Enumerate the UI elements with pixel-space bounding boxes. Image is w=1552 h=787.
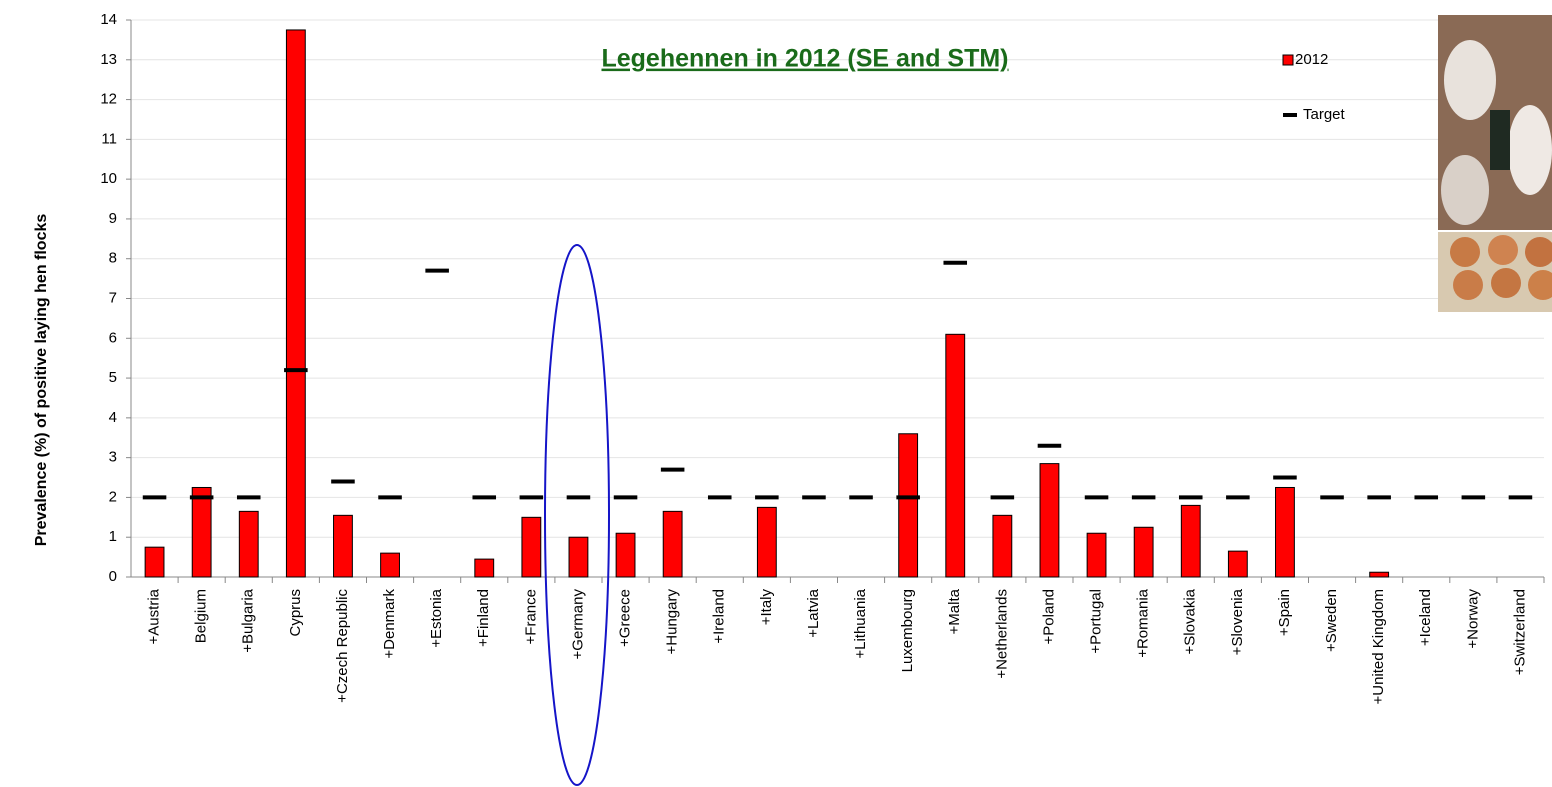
legend-label: Target xyxy=(1303,106,1346,123)
bar xyxy=(239,511,258,577)
bar xyxy=(475,559,494,577)
y-tick-label: 5 xyxy=(109,369,117,386)
bar xyxy=(381,553,400,577)
bar xyxy=(899,434,918,577)
bar xyxy=(286,30,305,577)
y-tick-label: 4 xyxy=(109,409,117,426)
bar xyxy=(1181,505,1200,577)
bar xyxy=(1087,533,1106,577)
x-tick-label: +Sweden xyxy=(1323,589,1340,652)
bar xyxy=(616,533,635,577)
bar xyxy=(993,515,1012,577)
y-tick-label: 12 xyxy=(100,91,117,108)
chart-title: Legehennen in 2012 (SE and STM) xyxy=(601,45,1008,73)
x-tick-label: +Denmark xyxy=(381,589,398,659)
bar xyxy=(1228,551,1247,577)
bar xyxy=(569,537,588,577)
x-tick-label: Luxembourg xyxy=(899,589,916,672)
x-tick-label: +Greece xyxy=(617,589,634,647)
x-tick-label: +Malta xyxy=(946,588,963,634)
y-tick-label: 14 xyxy=(100,11,117,28)
x-tick-label: Cyprus xyxy=(287,589,304,637)
x-tick-label: +Austria xyxy=(146,588,163,644)
x-tick-label: +Estonia xyxy=(428,588,445,647)
y-tick-label: 13 xyxy=(100,51,117,68)
legend-label: 2012 xyxy=(1295,51,1328,68)
x-tick-label: +United Kingdom xyxy=(1370,589,1387,705)
y-tick-label: 3 xyxy=(109,449,117,466)
y-tick-label: 8 xyxy=(109,250,117,267)
x-tick-label: +Norway xyxy=(1464,589,1481,649)
x-tick-label: Belgium xyxy=(193,589,210,643)
bar xyxy=(1040,464,1059,577)
x-tick-label: +Latvia xyxy=(805,588,822,637)
highlight-ellipse xyxy=(545,245,609,785)
x-tick-label: +Germany xyxy=(569,589,586,660)
bar xyxy=(946,334,965,577)
x-tick-label: +Czech Republic xyxy=(334,589,351,703)
y-tick-label: 1 xyxy=(109,528,117,545)
x-tick-label: +Ireland xyxy=(711,589,728,644)
y-tick-label: 7 xyxy=(109,289,117,306)
photo xyxy=(1438,15,1552,312)
x-tick-label: +France xyxy=(522,589,539,644)
y-tick-label: 11 xyxy=(101,130,117,147)
x-tick-label: +Iceland xyxy=(1417,589,1434,646)
bar xyxy=(663,511,682,577)
x-tick-label: +Bulgaria xyxy=(240,588,257,652)
x-tick-label: +Hungary xyxy=(664,589,681,655)
bar xyxy=(145,547,164,577)
bar xyxy=(757,507,776,577)
x-tick-label: +Italy xyxy=(758,589,775,626)
x-tick-label: +Portugal xyxy=(1088,589,1105,654)
x-tick-label: +Finland xyxy=(475,589,492,647)
bar xyxy=(1370,572,1389,577)
x-tick-label: +Slovenia xyxy=(1229,588,1246,655)
x-tick-label: +Spain xyxy=(1276,589,1293,636)
x-tick-label: +Slovakia xyxy=(1182,588,1199,654)
bar xyxy=(1134,527,1153,577)
bar xyxy=(522,517,541,577)
bar xyxy=(1276,487,1295,577)
y-tick-label: 6 xyxy=(109,329,117,346)
legend: 2012 Target xyxy=(1283,51,1346,123)
y-tick-label: 0 xyxy=(109,568,117,585)
y-tick-label: 2 xyxy=(109,488,117,505)
x-tick-label: +Switzerland xyxy=(1511,589,1528,675)
legend-swatch xyxy=(1283,55,1293,65)
y-axis-label: Prevalence (%) of positive laying hen fl… xyxy=(33,214,50,547)
y-tick-label: 10 xyxy=(100,170,117,187)
x-tick-label: +Poland xyxy=(1040,589,1057,644)
bar xyxy=(334,515,353,577)
x-tick-label: +Romania xyxy=(1135,588,1152,657)
x-tick-label: +Netherlands xyxy=(993,589,1010,679)
bar xyxy=(192,487,211,577)
chart: 01234567891011121314+AustriaBelgium+Bulg… xyxy=(0,0,1552,787)
y-tick-label: 9 xyxy=(109,210,117,227)
x-tick-label: +Lithuania xyxy=(852,588,869,658)
